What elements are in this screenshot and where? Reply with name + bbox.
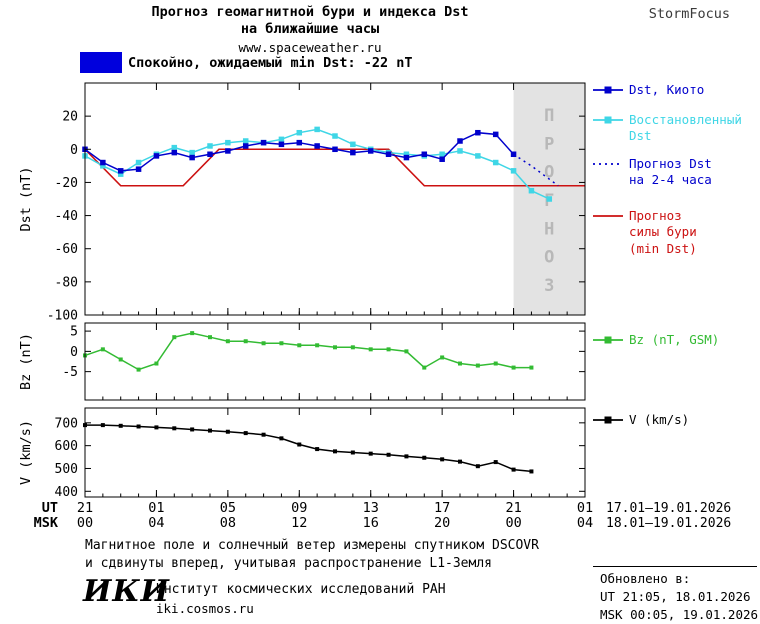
- svg-text:Bz (nT): Bz (nT): [18, 333, 34, 390]
- legend-label: Dst, Киото: [629, 82, 705, 97]
- header: Прогноз геомагнитной бури и индекса Dst …: [55, 4, 565, 55]
- svg-text:Р: Р: [544, 134, 554, 154]
- dst-kyoto-line-icon: [592, 84, 624, 100]
- v-line-icon: [592, 414, 624, 430]
- page-title-line1: Прогноз геомагнитной бури и индекса Dst: [151, 4, 469, 20]
- institute-site: iki.cosmos.ru: [156, 601, 254, 616]
- svg-text:08: 08: [220, 515, 236, 531]
- footnote-line2: и сдвинуты вперед, учитывая распростране…: [85, 556, 492, 571]
- svg-text:05: 05: [220, 500, 236, 516]
- status-banner: Спокойно, ожидаемый min Dst: -22 nT: [80, 52, 412, 73]
- svg-text:13: 13: [363, 500, 379, 516]
- legend-label: Bz (nT, GSM): [629, 332, 720, 347]
- svg-text:500: 500: [55, 462, 78, 477]
- svg-text:04: 04: [148, 515, 164, 531]
- svg-text:0: 0: [70, 143, 78, 158]
- svg-text:П: П: [544, 106, 554, 126]
- iki-logo: ИКИ: [83, 574, 170, 609]
- updated-ut: UT 21:05, 18.01.2026: [600, 589, 751, 605]
- restored-dst-line-icon: [592, 114, 624, 145]
- svg-text:21: 21: [77, 500, 93, 516]
- svg-text:00: 00: [505, 515, 521, 531]
- svg-text:-20: -20: [55, 176, 78, 191]
- legend-label: Восстановленный Dst: [629, 112, 742, 144]
- svg-text:З: З: [544, 276, 554, 296]
- svg-text:18.01–19.01.2026: 18.01–19.01.2026: [606, 516, 731, 531]
- legend-label: Прогноз Dst на 2-4 часа: [629, 156, 712, 188]
- legend-label: V (km/s): [629, 412, 690, 427]
- legend-item-forecast-dst: Прогноз Dst на 2-4 часа: [592, 156, 742, 189]
- svg-text:О: О: [544, 163, 554, 183]
- legend-item-v: V (km/s): [592, 412, 757, 430]
- legend-item-restored-dst: Восстановленный Dst: [592, 112, 742, 145]
- svg-text:-100: -100: [47, 309, 78, 324]
- forecast-dst-dotted-line-icon: [592, 158, 624, 189]
- brand-label: StormFocus: [648, 6, 730, 22]
- svg-text:04: 04: [577, 515, 593, 531]
- svg-text:5: 5: [70, 325, 78, 340]
- svg-text:-60: -60: [55, 242, 78, 257]
- svg-text:О: О: [544, 248, 554, 268]
- page-title-line2: на ближайшие часы: [240, 20, 380, 37]
- svg-text:16: 16: [363, 515, 379, 531]
- svg-text:20: 20: [62, 110, 78, 125]
- svg-text:17: 17: [434, 500, 450, 516]
- svg-text:-40: -40: [55, 209, 78, 224]
- legend-item-storm-forecast: Прогноз силы бури (min Dst): [592, 208, 742, 257]
- legend-item-bz: Bz (nT, GSM): [592, 332, 757, 350]
- updated-label: Обновлено в:: [600, 571, 691, 586]
- svg-text:21: 21: [505, 500, 521, 516]
- legend-item-dst-kyoto: Dst, Киото: [592, 82, 752, 100]
- svg-text:Dst (nT): Dst (nT): [18, 166, 34, 231]
- svg-text:-5: -5: [62, 365, 78, 380]
- site-url: www.spaceweather.ru: [238, 39, 382, 55]
- svg-text:20: 20: [434, 515, 450, 531]
- svg-text:09: 09: [291, 500, 307, 516]
- svg-text:400: 400: [55, 485, 78, 500]
- institute-name: Институт космических исследований РАН: [156, 582, 446, 597]
- svg-text:00: 00: [77, 515, 93, 531]
- bz-line-icon: [592, 334, 624, 350]
- footnote-line1: Магнитное поле и солнечный ветер измерен…: [85, 538, 539, 553]
- status-text: Спокойно, ожидаемый min Dst: -22 nT: [128, 54, 413, 71]
- svg-text:12: 12: [291, 515, 307, 531]
- svg-text:17.01–19.01.2026: 17.01–19.01.2026: [606, 501, 731, 516]
- divider: [593, 566, 757, 567]
- svg-text:700: 700: [55, 416, 78, 431]
- svg-text:Н: Н: [544, 219, 554, 239]
- svg-text:V (km/s): V (km/s): [18, 420, 34, 485]
- svg-text:-80: -80: [55, 275, 78, 290]
- svg-text:0: 0: [70, 345, 78, 360]
- svg-text:MSK: MSK: [34, 515, 59, 531]
- storm-forecast-line-icon: [592, 210, 624, 257]
- svg-text:600: 600: [55, 439, 78, 454]
- legend-label: Прогноз силы бури (min Dst): [629, 208, 697, 256]
- svg-text:01: 01: [577, 500, 593, 516]
- updated-msk: MSK 00:05, 19.01.2026: [600, 607, 759, 623]
- updated-block: Обновлено в: UT 21:05, 18.01.2026 MSK 00…: [600, 570, 758, 624]
- legend-main: Dst, Киото Восстановленный Dst Прогноз D…: [592, 82, 760, 342]
- status-color-swatch: [80, 52, 122, 73]
- svg-text:UT: UT: [42, 500, 58, 516]
- svg-text:01: 01: [148, 500, 164, 516]
